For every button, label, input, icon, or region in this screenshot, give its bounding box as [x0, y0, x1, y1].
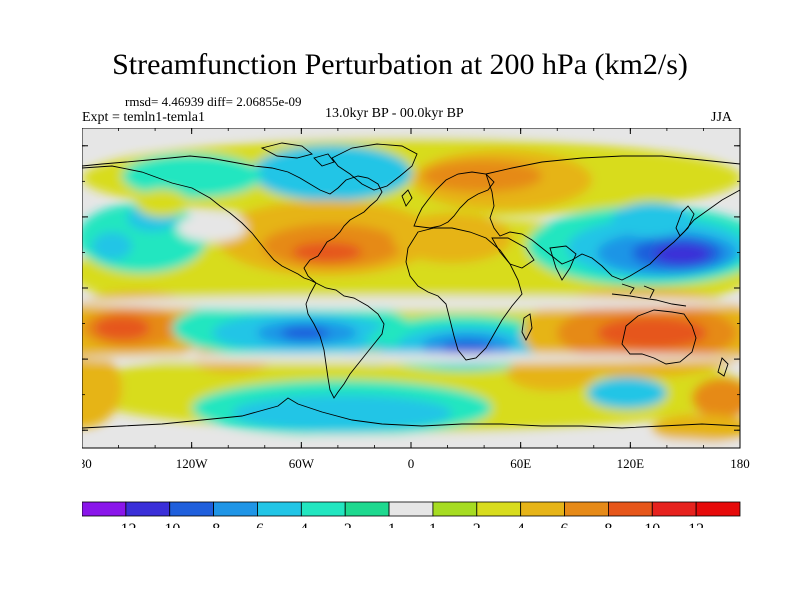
coast-arabia: [491, 237, 535, 269]
lon-tick-label: 60W: [289, 456, 315, 471]
colorbar-swatch: [125, 501, 171, 517]
colorbar-swatch: [564, 501, 609, 517]
coast-new-zealand: [717, 357, 729, 377]
colorbar-swatch: [695, 501, 741, 517]
season-label: JJA: [711, 110, 733, 125]
map-figure: 180120W60W060E120E180 80N40N040S80S -12-…: [82, 128, 750, 528]
streamfunction-field: [82, 128, 740, 448]
colorbar-label: 12: [688, 521, 704, 528]
colorbar-swatch: [213, 501, 258, 517]
colorbar-swatch: [432, 501, 478, 517]
coast-africa: [405, 227, 523, 361]
colorbar-label: 6: [561, 521, 569, 528]
colorbar-swatch: [476, 501, 522, 517]
lon-tick-label: 60E: [510, 456, 531, 471]
lon-tick-label: 180: [82, 456, 92, 471]
coast-madagascar: [521, 313, 533, 342]
coastlines: [82, 142, 740, 429]
colorbar-label: 10: [644, 521, 660, 528]
coast-india: [549, 245, 577, 281]
colorbar-swatch: [257, 501, 302, 517]
colorbar-label: -10: [159, 521, 180, 528]
colorbar-label: 4: [517, 521, 525, 528]
coast-europe: [413, 171, 495, 229]
colorbar-label: -6: [251, 521, 264, 528]
coast-south-america: [305, 282, 385, 399]
lon-tick-label: 120E: [617, 456, 645, 471]
lon-tick-label: 180: [730, 456, 750, 471]
colorbar-swatch: [300, 501, 346, 517]
map-title: Streamfunction Perturbation at 200 hPa (…: [112, 48, 688, 81]
map-plot-area: [82, 128, 741, 449]
coast-japan: [675, 205, 695, 237]
coast-indonesia: [611, 283, 687, 307]
coast-greenland: [331, 143, 418, 191]
colorbar-label: -8: [207, 521, 220, 528]
colorbar-swatch: [651, 501, 697, 517]
latitude-axis: 80N40N040S80S: [82, 145, 740, 431]
colorbar-swatch: [169, 501, 214, 517]
period-label: 13.0kyr BP - 00.0kyr BP: [325, 106, 464, 121]
coast-arctic-islands: [260, 142, 335, 167]
colorbar-label: -4: [295, 521, 308, 528]
experiment-label: Expt = temln1-temla1: [82, 110, 205, 125]
coast-british-isles: [401, 189, 413, 207]
coast-asia: [485, 155, 740, 281]
lon-tick-label: 120W: [176, 456, 209, 471]
coast-antarctica: [82, 397, 740, 429]
colorbar-label: -1: [382, 521, 395, 528]
colorbar-swatch: [344, 501, 390, 517]
longitude-axis: 180 120W 60W 0 60E 120E 180: [82, 128, 750, 471]
coast-north-america: [82, 155, 383, 284]
colorbar-label: -2: [339, 521, 352, 528]
coast-australia: [621, 309, 697, 365]
colorbar-swatch: [82, 501, 127, 517]
colorbar-label: -12: [115, 521, 136, 528]
colorbar-swatch: [520, 501, 565, 517]
colorbar-label: 1: [429, 521, 437, 528]
colorbar-label: 8: [604, 521, 612, 528]
colorbar: -12-10-8-6-4-2-1124681012: [82, 501, 741, 528]
lon-tick-label: 0: [408, 456, 415, 471]
colorbar-swatch: [388, 501, 434, 517]
colorbar-swatch: [608, 501, 653, 517]
stats-text: rmsd= 4.46939 diff= 2.06855e-09: [125, 94, 302, 109]
colorbar-label: 2: [473, 521, 481, 528]
